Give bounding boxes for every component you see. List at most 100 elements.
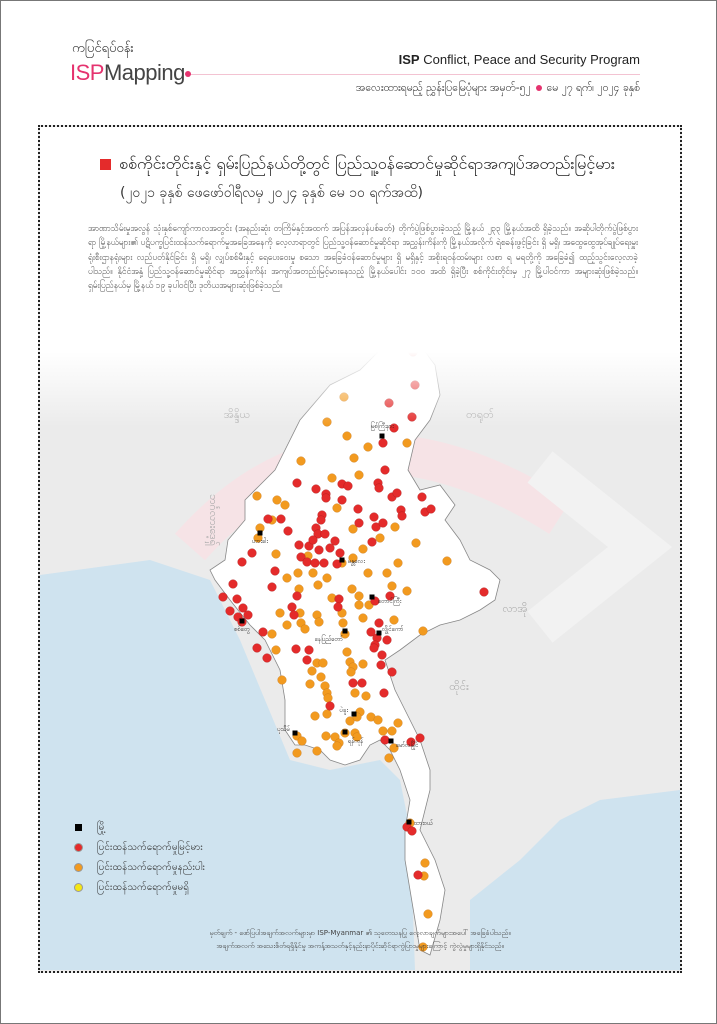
township-low-impact [354,470,364,480]
township-low-impact [272,495,282,505]
township-low-impact [354,591,364,601]
township-high-impact [479,587,489,597]
township-low-impact [293,568,303,578]
township-high-impact [330,536,340,546]
header-dot [185,71,191,77]
township-low-impact [292,748,302,758]
township-high-impact [406,737,416,747]
myanmar-outline [209,327,501,956]
township-low-impact [308,568,318,578]
township-high-impact [243,610,253,620]
township-low-impact [363,442,373,452]
township-high-impact [321,493,331,503]
township-high-impact [392,488,402,498]
city-label: နေပြည်တော် [315,634,343,644]
township-high-impact [369,643,379,653]
township-high-impact [366,627,376,637]
township-high-impact [407,826,417,836]
township-low-impact [310,711,320,721]
township-high-impact [379,688,389,698]
city-label: တောင်ကြီး [378,596,402,606]
township-low-impact [312,746,322,756]
township-high-impact [270,566,280,576]
title-marker-icon [100,159,111,170]
township-low-impact [282,573,292,583]
township-low-impact [300,624,310,634]
footnote: မှတ်ချက် - ဖော်ပြပါအချက်အလက်များမှာ ISP-… [209,929,511,950]
township-high-impact [258,627,268,637]
township-low-impact [358,659,368,669]
township-high-impact [333,602,343,612]
yellow-circle-icon [74,882,83,892]
township-low-impact [347,584,357,594]
township-high-impact [371,522,381,532]
township-high-impact [385,591,395,601]
township-high-impact [374,483,384,493]
township-low-impact [323,693,333,703]
township-low-impact [327,473,337,483]
township-high-impact [316,515,326,525]
city-label: မော်လမြိုင် [396,740,419,750]
township-high-impact [289,610,299,620]
township-low-impact [305,679,315,689]
township-high-impact [332,559,342,569]
township-low-impact [393,718,403,728]
township-low-impact [442,556,452,566]
township-high-impact [337,495,347,505]
township-high-impact [311,484,321,494]
township-low-impact [267,629,277,639]
township-low-impact [322,709,332,719]
township-high-impact [310,558,320,568]
town-marker-icon [292,730,298,736]
township-low-impact [271,549,281,559]
city-label: ထားဝယ် [414,819,433,827]
township-low-impact [389,615,399,625]
township-low-impact [387,581,397,591]
map-subtitle: (၂၀၂၁ ခုနှစ် ဖေဖော်ဝါရီလမှ ၂၀၂၄ ခုနှစ် မ… [120,185,423,201]
orange-circle-icon [74,862,83,872]
city-label: မန္တလေး [348,558,365,566]
township-high-impact [291,644,301,654]
township-low-impact [275,608,285,618]
township-low-impact [280,500,290,510]
town-marker-icon [257,530,263,536]
township-high-impact [357,678,367,688]
red-circle-icon [74,842,83,852]
township-high-impact [294,540,304,550]
township-low-impact [296,456,306,466]
town-marker-icon [379,433,385,439]
township-high-impact [267,582,277,592]
township-low-impact [382,568,392,578]
city-label: လွိုင်ကော် [382,625,403,634]
country-label: လာအို [503,602,528,617]
township-high-impact [376,660,386,670]
township-low-impact [363,568,373,578]
township-high-impact [353,504,363,514]
township-high-impact [377,650,387,660]
township-low-impact [358,613,368,623]
township-high-impact [247,548,257,558]
township-high-impact [302,655,312,665]
town-marker-icon [388,738,394,744]
township-high-impact [415,733,425,743]
town-marker-icon [342,628,348,634]
township-high-impact [319,558,329,568]
township-high-impact [232,594,242,604]
township-low-impact [387,726,397,736]
country-label: ဘင်္ဂလားဒေ့ရှ် [205,494,220,546]
township-low-impact [402,586,412,596]
township-high-impact [292,591,302,601]
township-low-impact [390,522,400,532]
township-high-impact [314,545,324,555]
header-divider [190,74,640,75]
myanmar-map: မြစ်ကြီးနားဟားခါးမန္တလေးတောင်ကြီးစစ်တွေန… [40,327,680,970]
township-low-impact [389,743,399,753]
city-label: စစ်တွေ [234,625,250,634]
township-low-impact [342,647,352,657]
township-low-impact [352,732,362,742]
township-low-impact [393,558,403,568]
township-low-impact [307,666,317,676]
township-low-impact [322,573,332,583]
township-high-impact [263,514,273,524]
township-low-impact [318,658,328,668]
